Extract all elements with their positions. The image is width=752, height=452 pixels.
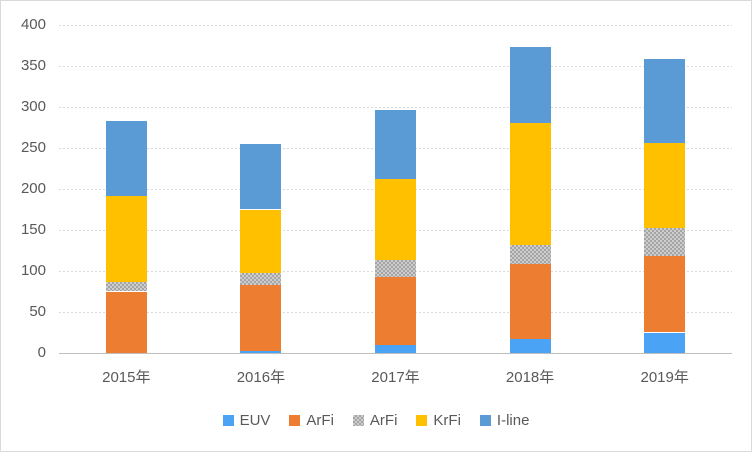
category-label-2018: 2018年: [505, 369, 555, 386]
legend-swatch-s1: [289, 415, 301, 426]
y-axis-tick-label-100: 100: [20, 262, 46, 279]
bar-segment-s4-iline-2016[interactable]: [240, 143, 282, 210]
bar-segment-s3-krfi-2016[interactable]: [240, 209, 282, 274]
bar-segment-s4-iline-2017[interactable]: [375, 110, 416, 180]
y-axis-tick-label-400: 400: [20, 16, 46, 33]
y-axis-tick-label-300: 300: [20, 98, 46, 115]
legend-item-s0-euv[interactable]: EUV: [222, 412, 271, 429]
legend-label-s4: I-line: [496, 412, 530, 429]
category-label-2017: 2017年: [371, 369, 420, 386]
bar-segment-s2-arfi-2017[interactable]: [375, 260, 416, 277]
bar-segment-s3-krfi-2019[interactable]: [644, 143, 686, 229]
bar-segment-s1-arfi-2016[interactable]: [240, 284, 282, 351]
legend-label-s0: EUV: [239, 412, 271, 429]
bar-segment-s2-arfi-2016[interactable]: [240, 273, 282, 285]
bar-segment-s4-iline-2019[interactable]: [644, 59, 686, 144]
category-label-2015: 2015年: [102, 369, 151, 386]
bar-segment-s0-euv-2016[interactable]: [240, 350, 282, 353]
legend-label-s2: ArFi: [369, 412, 398, 429]
legend-label-s1: ArFi: [306, 412, 334, 429]
y-axis-tick-label-250: 250: [20, 139, 46, 156]
bar-segment-s3-krfi-2018[interactable]: [509, 123, 551, 245]
bar-segment-s2-arfi-2019[interactable]: [644, 228, 686, 257]
bar-segment-s3-krfi-2017[interactable]: [375, 179, 416, 261]
x-axis-line: [59, 353, 732, 354]
y-axis-tick-label-200: 200: [20, 180, 46, 197]
gridline-400: [59, 25, 732, 26]
y-axis-tick-label-150: 150: [20, 221, 46, 238]
bar-segment-s1-arfi-2018[interactable]: [509, 264, 551, 340]
bar-segment-s1-arfi-2019[interactable]: [644, 256, 686, 333]
bar-segment-s3-krfi-2015[interactable]: [105, 196, 147, 282]
bar-segment-s4-iline-2018[interactable]: [509, 47, 551, 124]
bar-segment-s2-arfi-2018[interactable]: [509, 244, 551, 265]
bar-segment-s4-iline-2015[interactable]: [105, 120, 147, 197]
bar-segment-s0-euv-2017[interactable]: [375, 344, 416, 353]
category-label-2016: 2016年: [236, 369, 286, 386]
legend-item-s3-krfi[interactable]: KrFi: [416, 413, 461, 428]
bar-segment-s1-arfi-2017[interactable]: [375, 276, 416, 345]
legend-swatch-s3: [416, 415, 428, 426]
gridline-350: [59, 66, 732, 67]
legend-swatch-s4: [479, 415, 491, 426]
legend-item-s1-arfi[interactable]: ArFi: [289, 413, 334, 428]
bar-segment-s0-euv-2018[interactable]: [509, 339, 551, 353]
y-axis-tick-label-0: 0: [37, 344, 46, 361]
gridline-300: [59, 107, 732, 108]
category-label-2019: 2019年: [640, 369, 689, 386]
y-axis-tick-label-350: 350: [20, 57, 46, 74]
bar-segment-s0-euv-2019[interactable]: [644, 332, 686, 353]
legend-swatch-s2: [352, 415, 364, 426]
bar-segment-s1-arfi-2015[interactable]: [105, 291, 147, 353]
legend-swatch-s0: [222, 415, 234, 426]
y-axis-tick-label-50: 50: [29, 303, 46, 320]
bar-segment-s2-arfi-2015[interactable]: [105, 281, 147, 292]
legend-item-s4-iline[interactable]: I-line: [479, 412, 530, 429]
legend: EUV ArFi ArFi KrFi I-line: [1, 413, 751, 428]
legend-item-s2-arfi[interactable]: ArFi: [352, 412, 398, 429]
legend-label-s3: KrFi: [433, 412, 461, 429]
